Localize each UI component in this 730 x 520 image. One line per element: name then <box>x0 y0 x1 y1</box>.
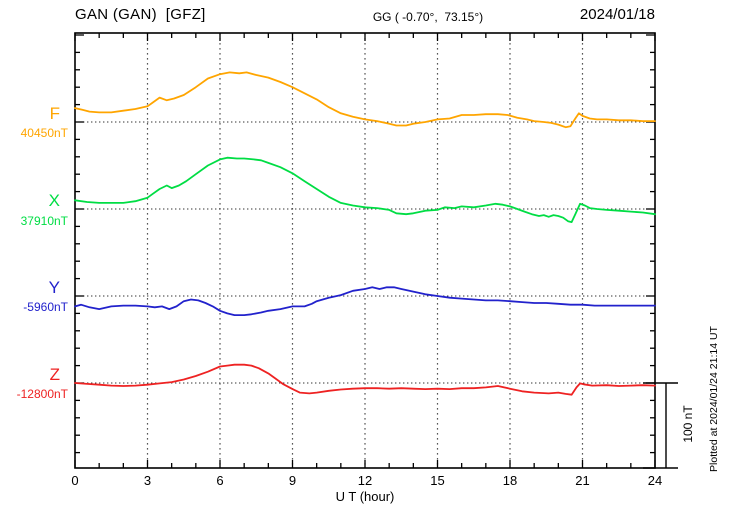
plot-frame <box>74 32 656 469</box>
x-tick-label: 6 <box>216 473 224 488</box>
trace-f <box>74 71 656 129</box>
channel-y-label: Y <box>48 278 60 297</box>
trace-y <box>74 286 656 317</box>
x-tick-label: 21 <box>575 473 590 488</box>
x-tick-label: 18 <box>502 473 518 488</box>
x-tick-label: 0 <box>71 473 79 488</box>
x-tick-label: 24 <box>647 473 663 488</box>
station-title: GAN (GAN) [GFZ] <box>75 6 206 23</box>
plotted-timestamp: Plotted at 2024/01/24 21:14 UT <box>708 326 720 472</box>
geographic-coords: GG ( -0.70°, 73.15°) <box>372 10 484 24</box>
channel-y-baseline-value: -5960nT <box>23 300 68 314</box>
plot-date: 2024/01/18 <box>579 6 655 23</box>
x-tick-label: 12 <box>357 473 373 488</box>
channel-x-label: X <box>48 191 60 210</box>
x-axis-title: U T (hour) <box>335 489 395 504</box>
x-tick-label: 9 <box>288 473 297 488</box>
trace-z <box>74 363 656 396</box>
channel-f-baseline-value: 40450nT <box>20 126 68 140</box>
channel-x-baseline-value: 37910nT <box>20 214 68 228</box>
x-tick-label: 15 <box>430 473 445 488</box>
trace-x <box>74 156 656 224</box>
channel-z-label: Z <box>49 365 60 384</box>
scale-bar-label: 100 nT <box>681 405 695 443</box>
channel-z-baseline-value: -12800nT <box>16 387 68 401</box>
channel-f-label: F <box>49 104 60 123</box>
x-tick-label: 3 <box>143 473 152 488</box>
